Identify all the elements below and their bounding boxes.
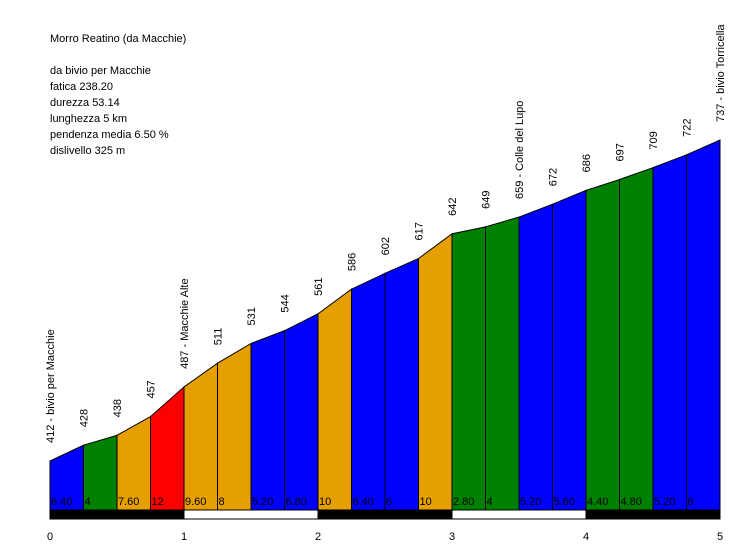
elevation-label: 438 [112,399,124,417]
gradient-label: 6.80 [286,496,307,508]
gradient-label: 12 [152,496,164,508]
gradient-segment [686,139,721,511]
x-tick-label: 3 [449,531,455,543]
profile-segments [49,139,721,511]
elevation-label: 561 [313,277,325,295]
elevation-label: 602 [380,237,392,255]
gradient-segment [552,189,587,511]
gradient-segment [250,329,285,511]
elevation-label: 457 [146,380,158,398]
elevation-label: 428 [79,409,91,427]
gradient-label: 5.20 [252,496,273,508]
gradient-label: 9.60 [185,496,206,508]
gradient-segment [284,313,319,511]
gradient-label: 4 [487,496,493,508]
elevation-label: 722 [682,118,694,136]
spacer-line [50,47,186,63]
gradient-segment [418,232,453,511]
gradient-label: 4 [85,496,91,508]
x-tick-labels: 0 1 2 3 4 5 [47,531,723,543]
climb-pendenza: pendenza media 6.50 % [50,129,169,141]
km-bar-segment [451,509,587,520]
distance-scale-bar [49,509,721,520]
gradient-segment [451,226,486,511]
gradient-segment [585,178,620,511]
gradient-segment [183,362,218,511]
gradient-label: 4.80 [621,496,642,508]
elevation-label: 487 - Macchie Alte [179,278,191,369]
elevation-label: 737 - bivio Torricella [715,23,727,122]
climb-lunghezza: lunghezza 5 km [50,113,128,125]
gradient-segment [217,342,252,511]
km-bar-segment [317,509,453,520]
elevation-label: 659 - Colle del Lupo [514,101,526,199]
elevation-label: 412 - bivio per Macchie [45,329,57,443]
gradient-segment [150,385,185,511]
gradient-label: 6 [386,496,392,508]
gradient-segment [384,257,419,511]
gradient-label: 5.20 [520,496,541,508]
elevation-label: 531 [246,307,258,325]
gradient-label: 5.60 [554,496,575,508]
gradient-label: 2.80 [453,496,474,508]
climb-start: da bivio per Macchie [50,65,151,77]
elevation-labels: 412 - bivio per Macchie 428 438 457 487 - Ma… [45,23,727,443]
elevation-label: 649 [481,191,493,209]
gradient-segment [619,166,654,511]
x-tick-label: 0 [47,531,53,543]
km-bar-segment [49,509,185,520]
elevation-label: 709 [648,131,660,149]
gradient-segment [485,216,520,511]
climb-dislivello: dislivello 325 m [50,145,126,157]
gradient-segment [652,154,687,511]
climb-title: Morro Reatino (da Macchie) [50,33,187,45]
x-tick-label: 4 [583,531,589,543]
x-tick-label: 2 [315,531,321,543]
x-tick-label: 5 [717,531,723,543]
gradient-label: 10 [319,496,331,508]
gradient-segment [518,203,553,511]
gradient-label: 8 [219,496,225,508]
elevation-label: 511 [213,328,225,346]
elevation-label: 544 [280,294,292,312]
elevation-label: 617 [414,222,426,240]
gradient-segment [317,288,352,511]
gradient-label: 7.60 [118,496,139,508]
gradient-labels: 6.40 4 7.60 12 9.60 8 5.20 6.80 10 6.40 6 10 2.80 4 5.… [51,496,694,508]
km-bar-segment [585,509,721,520]
elevation-label: 686 [581,154,593,172]
gradient-label: 10 [420,496,432,508]
elevation-label: 642 [447,197,459,215]
gradient-segment [351,272,386,511]
gradient-label: 6.40 [51,496,72,508]
gradient-label: 6 [688,496,694,508]
climb-info-panel: Morro Reatino (da Macchie) da bivio per … [50,31,186,159]
x-tick-label: 1 [181,531,187,543]
km-bar-segment [183,509,319,520]
elevation-label: 697 [615,143,627,161]
elevation-label: 672 [548,168,560,186]
gradient-label: 4.40 [587,496,608,508]
gradient-label: 5.20 [654,496,675,508]
climb-fatica: fatica 238.20 [50,81,113,93]
gradient-label: 6.40 [353,496,374,508]
climb-durezza: durezza 53.14 [50,97,120,109]
elevation-label: 586 [347,253,359,271]
